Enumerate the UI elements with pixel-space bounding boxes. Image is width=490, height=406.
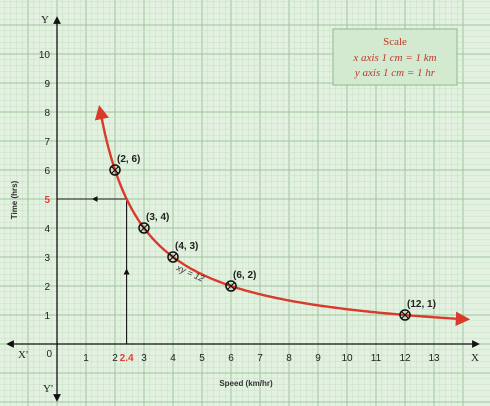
reading-x-label: 2.4 (120, 353, 134, 364)
x-tick-label: 1 (83, 353, 89, 364)
x-tick-label: 2 (112, 353, 118, 364)
x-neg-axis-letter: X' (18, 349, 28, 361)
y-tick-label: 6 (44, 166, 50, 177)
y-tick-label: 1 (44, 311, 50, 322)
scale-box: Scale x axis 1 cm = 1 km y axis 1 cm = 1… (332, 28, 458, 86)
origin-label: 0 (46, 349, 52, 360)
y-tick-label: 3 (44, 253, 50, 264)
y-tick-label: 10 (39, 50, 51, 61)
curve-line (94, 104, 471, 326)
y-neg-axis-letter: Y' (43, 383, 53, 395)
data-points: (2, 6) (3, 4) (4, 3) (6, 2) (12, 1) (109, 154, 436, 321)
data-point-marker (399, 309, 411, 321)
data-point-cross (401, 311, 409, 319)
x-tick-label: 10 (341, 353, 353, 364)
scale-y-line: y axis 1 cm = 1 hr (354, 67, 436, 79)
data-point-cross (169, 253, 177, 261)
y-tick-label: 7 (44, 137, 50, 148)
data-point-cross (140, 224, 148, 232)
x-tick-label: 13 (428, 353, 440, 364)
scale-x-line: x axis 1 cm = 1 km (352, 52, 436, 64)
x-tick-label: 12 (399, 353, 411, 364)
data-point-cross (227, 282, 235, 290)
x-tick-label: 3 (141, 353, 147, 364)
y-axis-title: Time (hrs) (10, 180, 19, 219)
x-tick-label: 8 (286, 353, 292, 364)
data-point-label: (12, 1) (407, 299, 436, 310)
data-point-marker (167, 251, 179, 263)
data-point-cross (111, 166, 119, 174)
data-point-label: (2, 6) (117, 154, 140, 165)
data-point-label: (4, 3) (175, 241, 198, 252)
x-tick-label: 4 (170, 353, 176, 364)
axes: X X' Y Y' 0 Speed (km/hr) Time (hrs) (6, 14, 480, 402)
data-point-label: (6, 2) (233, 270, 256, 281)
x-tick-label: 7 (257, 353, 263, 364)
x-tick-label: 11 (371, 353, 382, 364)
x-axis-letter: X (471, 352, 479, 364)
y-tick-label: 4 (44, 224, 50, 235)
y-tick-label: 9 (44, 79, 50, 90)
y-tick-label: 2 (44, 282, 50, 293)
data-point-label: (3, 4) (146, 212, 169, 223)
data-point-marker (225, 280, 237, 292)
x-tick-label: 9 (315, 353, 321, 364)
y-axis-letter: Y (41, 14, 49, 26)
reading-y-label: 5 (44, 195, 50, 206)
x-tick-label: 5 (199, 353, 205, 364)
scale-box-frame (332, 28, 458, 86)
x-axis-title: Speed (km/hr) (219, 379, 273, 388)
scale-title: Scale (383, 36, 407, 48)
y-tick-label: 8 (44, 108, 50, 119)
x-tick-label: 6 (228, 353, 234, 364)
data-point-marker (109, 164, 121, 176)
data-point-marker (138, 222, 150, 234)
